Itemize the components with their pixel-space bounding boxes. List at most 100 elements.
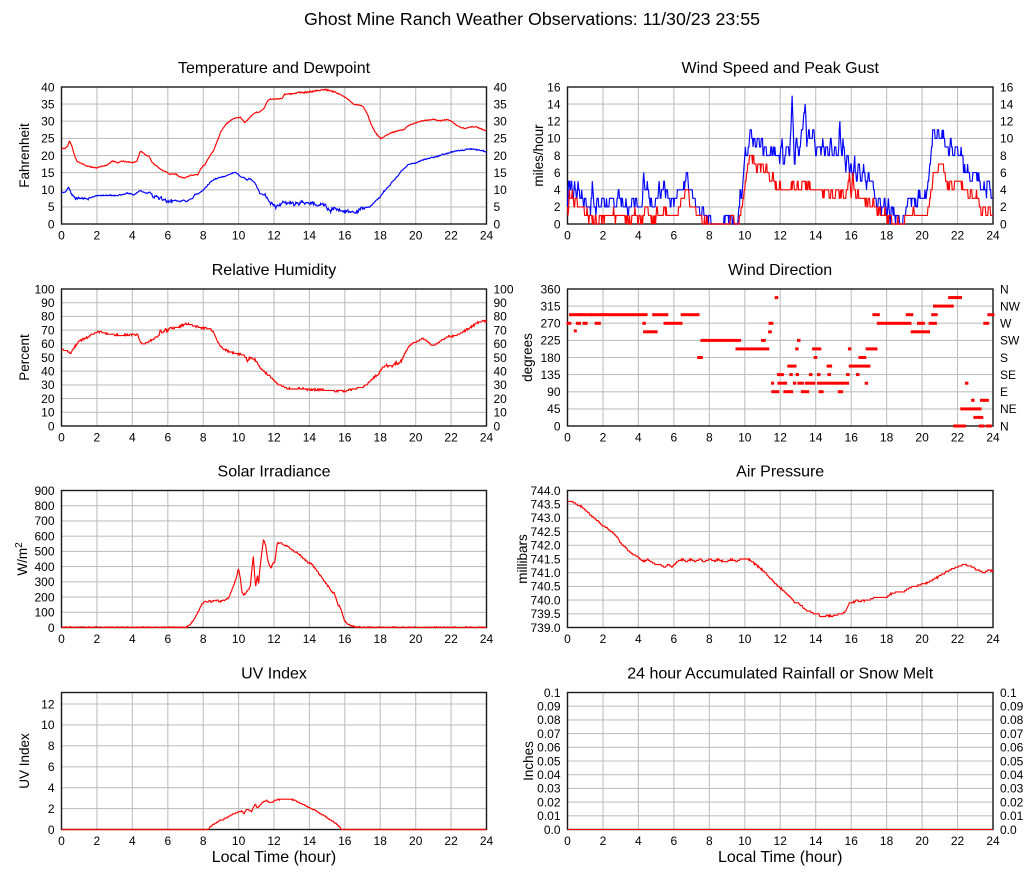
svg-text:8: 8 [706, 834, 713, 848]
svg-text:8: 8 [706, 430, 713, 444]
svg-text:0.09: 0.09 [537, 700, 561, 714]
svg-text:2: 2 [600, 632, 607, 646]
svg-text:15: 15 [41, 166, 55, 180]
svg-text:4: 4 [635, 632, 642, 646]
svg-text:0: 0 [554, 419, 561, 433]
svg-text:0.1: 0.1 [544, 686, 561, 700]
svg-text:6: 6 [671, 834, 678, 848]
svg-text:5: 5 [48, 200, 55, 214]
svg-text:45: 45 [547, 402, 561, 416]
svg-text:742.5: 742.5 [530, 525, 560, 539]
svg-text:22: 22 [951, 632, 965, 646]
svg-text:18: 18 [880, 834, 894, 848]
svg-text:8: 8 [200, 228, 207, 242]
svg-text:0.07: 0.07 [537, 727, 561, 741]
svg-text:2: 2 [94, 430, 101, 444]
svg-text:0: 0 [58, 228, 65, 242]
svg-text:743.5: 743.5 [530, 498, 560, 512]
svg-text:300: 300 [34, 575, 54, 589]
svg-text:0.02: 0.02 [537, 795, 561, 809]
svg-text:0.04: 0.04 [1000, 768, 1024, 782]
svg-text:200: 200 [34, 590, 54, 604]
svg-text:0.06: 0.06 [537, 741, 561, 755]
svg-text:135: 135 [540, 368, 560, 382]
svg-text:14: 14 [303, 834, 317, 848]
svg-text:20: 20 [915, 430, 929, 444]
svg-text:315: 315 [540, 299, 560, 313]
svg-text:10: 10 [1000, 132, 1014, 146]
svg-text:4: 4 [129, 430, 136, 444]
svg-text:10: 10 [41, 183, 55, 197]
svg-text:2: 2 [600, 228, 607, 242]
svg-text:0.07: 0.07 [1000, 727, 1024, 741]
svg-text:22: 22 [951, 834, 965, 848]
svg-text:6: 6 [1000, 166, 1007, 180]
svg-text:Relative Humidity: Relative Humidity [212, 262, 336, 279]
svg-text:0.09: 0.09 [1000, 700, 1024, 714]
svg-text:16: 16 [845, 834, 859, 848]
svg-text:4: 4 [129, 632, 136, 646]
svg-text:270: 270 [540, 317, 560, 331]
svg-text:18: 18 [374, 228, 388, 242]
svg-text:18: 18 [374, 632, 388, 646]
svg-text:35: 35 [494, 97, 508, 111]
svg-text:10: 10 [232, 430, 246, 444]
svg-text:Solar Irradiance: Solar Irradiance [218, 464, 331, 481]
svg-text:UV Index: UV Index [17, 733, 32, 789]
svg-text:14: 14 [809, 632, 823, 646]
svg-text:8: 8 [706, 632, 713, 646]
svg-text:0: 0 [58, 834, 65, 848]
svg-text:Wind Direction: Wind Direction [728, 262, 832, 279]
svg-text:70: 70 [41, 323, 55, 337]
svg-text:35: 35 [41, 97, 55, 111]
svg-text:UV Index: UV Index [241, 666, 307, 683]
svg-text:20: 20 [494, 149, 508, 163]
svg-text:24: 24 [986, 228, 1000, 242]
svg-text:700: 700 [34, 514, 54, 528]
svg-text:40: 40 [494, 80, 508, 94]
svg-text:0: 0 [564, 430, 571, 444]
svg-text:14: 14 [303, 632, 317, 646]
svg-text:0.05: 0.05 [1000, 754, 1024, 768]
svg-text:16: 16 [1000, 80, 1014, 94]
svg-text:24: 24 [480, 430, 494, 444]
svg-text:24: 24 [986, 632, 1000, 646]
svg-text:90: 90 [494, 296, 508, 310]
svg-text:degrees: degrees [520, 333, 535, 382]
svg-text:25: 25 [494, 132, 508, 146]
svg-text:0.01: 0.01 [1000, 809, 1024, 823]
svg-text:0.02: 0.02 [1000, 795, 1024, 809]
svg-text:14: 14 [303, 228, 317, 242]
svg-text:400: 400 [34, 560, 54, 574]
svg-text:24: 24 [986, 430, 1000, 444]
svg-text:16: 16 [338, 228, 352, 242]
svg-text:22: 22 [444, 430, 458, 444]
svg-text:22: 22 [951, 228, 965, 242]
svg-text:2: 2 [554, 200, 561, 214]
svg-text:miles/hour: miles/hour [531, 124, 546, 187]
svg-text:8: 8 [200, 430, 207, 444]
svg-text:Fahrenheit: Fahrenheit [17, 123, 32, 188]
svg-text:0.03: 0.03 [537, 782, 561, 796]
svg-text:0: 0 [564, 228, 571, 242]
svg-text:18: 18 [880, 228, 894, 242]
svg-text:12: 12 [41, 697, 55, 711]
svg-text:16: 16 [845, 632, 859, 646]
svg-text:30: 30 [41, 115, 55, 129]
svg-text:741.0: 741.0 [530, 566, 560, 580]
svg-text:W: W [1000, 317, 1012, 331]
svg-text:100: 100 [34, 606, 54, 620]
svg-text:16: 16 [338, 632, 352, 646]
svg-text:12: 12 [267, 632, 281, 646]
svg-text:5: 5 [494, 200, 501, 214]
svg-text:14: 14 [809, 228, 823, 242]
svg-text:100: 100 [494, 282, 514, 296]
svg-text:10: 10 [494, 406, 508, 420]
svg-text:8: 8 [200, 834, 207, 848]
svg-text:12: 12 [774, 228, 788, 242]
svg-text:14: 14 [809, 834, 823, 848]
svg-text:2: 2 [94, 632, 101, 646]
svg-text:0: 0 [48, 419, 55, 433]
svg-text:4: 4 [129, 228, 136, 242]
svg-text:2: 2 [94, 228, 101, 242]
